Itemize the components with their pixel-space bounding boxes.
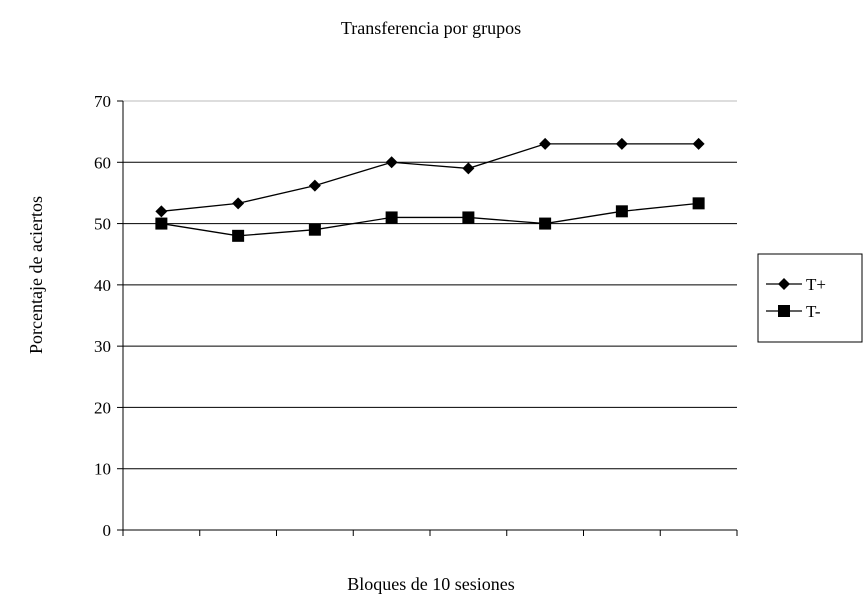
data-point-t-minus [232,229,245,242]
chart-title: Transferencia por grupos [341,18,521,38]
series-line-t-plus [161,143,699,212]
gridlines [123,100,737,470]
data-point-t-plus [615,137,628,150]
y-tick-label: 40 [94,276,111,295]
legend-label-t-plus: T+ [806,275,826,294]
legend-label-t-minus: T- [806,302,821,321]
legend-marker-t-minus [778,305,790,317]
y-tick-label: 30 [94,337,111,356]
series-t-minus [155,197,705,242]
data-point-t-minus [308,223,321,236]
y-tick-label: 10 [94,460,111,479]
data-point-t-plus [385,156,398,169]
data-point-t-minus [692,197,705,210]
y-tick-label: 20 [94,398,111,417]
data-point-t-minus [539,217,552,230]
data-point-t-plus [539,137,552,150]
series-group [155,137,705,242]
data-point-t-plus [232,197,245,210]
legend-marker-t-plus [778,278,790,290]
y-axis-label: Porcentaje de aciertos [26,196,46,354]
series-line-t-minus [161,202,699,237]
y-tick-label: 0 [103,521,112,540]
data-point-t-plus [462,162,475,175]
data-point-t-minus [385,211,398,224]
legend: T+ T- [757,253,863,343]
legend-box [757,253,863,343]
y-tick-label: 50 [94,215,111,234]
y-tick-labels: 0 10 20 30 40 50 60 70 [94,92,111,540]
series-t-plus [155,137,705,218]
data-point-t-plus [155,205,168,218]
axes [117,100,738,536]
y-tick-label: 60 [94,153,111,172]
data-point-t-minus [462,211,475,224]
x-axis-label: Bloques de 10 sesiones [347,574,514,594]
y-tick-label: 70 [94,92,111,111]
data-point-t-minus [615,205,628,218]
data-point-t-plus [692,137,705,150]
data-point-t-plus [308,179,321,192]
data-point-t-minus [155,217,168,230]
